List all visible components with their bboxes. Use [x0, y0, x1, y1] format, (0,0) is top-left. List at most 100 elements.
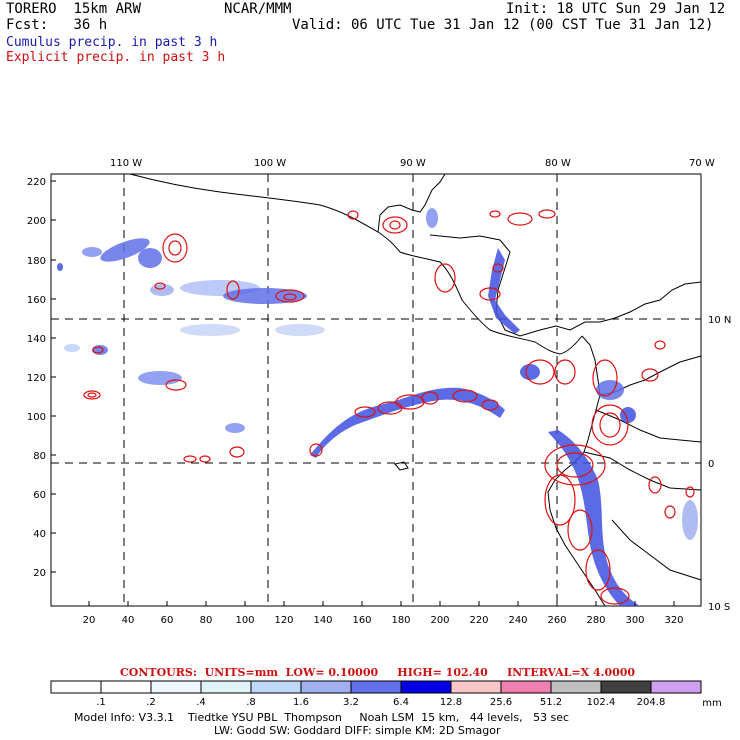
colorbar-label: .4 [196, 697, 206, 708]
contours-units: UNITS=mm [204, 666, 278, 679]
x-tick: 160 [352, 615, 371, 626]
y-tick: 20 [33, 568, 46, 579]
colorbar-label: 51.2 [540, 697, 562, 708]
y-tick: 160 [27, 295, 46, 306]
y-tick: 200 [27, 216, 46, 227]
explicit-contour [226, 280, 240, 300]
x-tick: 20 [83, 615, 96, 626]
explicit-contour [591, 404, 629, 446]
y-tick: 140 [27, 334, 46, 345]
fcst-line: Fcst: 36 h [6, 17, 107, 33]
explicit-contour [544, 444, 606, 486]
explicit-contour [229, 446, 245, 458]
top-lon-labels: 110 W 100 W 90 W 80 W 70 W [110, 158, 715, 169]
lon-label: 100 W [254, 158, 286, 169]
explicit-contour [168, 240, 182, 256]
x-tick: 200 [430, 615, 449, 626]
coast-south-america-pacific [547, 335, 606, 607]
cumulus-cell [92, 345, 108, 355]
contours-low: LOW= 0.10000 [285, 666, 379, 679]
explicit-contour [507, 212, 533, 226]
colorbar-label: 6.4 [393, 697, 409, 708]
cumulus-cell [64, 344, 80, 352]
colorbar-label: .1 [96, 697, 106, 708]
colorbar-cell [550, 680, 602, 694]
colorbar-cell [500, 680, 552, 694]
y-tick: 100 [27, 412, 46, 423]
explicit-contour [556, 452, 594, 478]
explicit-contour [354, 406, 376, 418]
x-tick: 300 [625, 615, 644, 626]
contours-high: HIGH= 102.40 [397, 666, 488, 679]
explicit-contour [389, 220, 401, 230]
cumulus-cell [275, 324, 325, 336]
border-colombia-brazil [595, 409, 702, 443]
org-label: NCAR/MMM [224, 1, 292, 17]
explicit-contour [525, 359, 555, 385]
model-info-line1: Model Info: V3.3.1 Tiedtke YSU PBL Thomp… [74, 711, 570, 724]
galapagos-islands [394, 461, 409, 471]
explicit-contour [641, 368, 659, 382]
contours-interval: INTERVAL=X 4.0000 [506, 666, 636, 679]
explicit-contour [592, 359, 618, 397]
colorbar-label: 12.8 [440, 697, 462, 708]
y-tick: 180 [27, 256, 46, 267]
cumulus-cell [596, 380, 624, 400]
explicit-contour [479, 287, 501, 301]
colorbar-cell [300, 680, 352, 694]
cumulus-cell [82, 247, 102, 257]
explicit-contour [538, 209, 556, 219]
x-tick: 140 [313, 615, 332, 626]
lon-label: 80 W [545, 158, 571, 169]
graticule [51, 174, 701, 606]
explicit-contour [183, 455, 197, 463]
explicit-contour [654, 340, 666, 350]
explicit-contour [452, 389, 478, 403]
explicit-contour [165, 379, 187, 391]
explicit-contour [309, 443, 323, 457]
model-info-line2: LW: Godd SW: Goddard DIFF: simple KM: 2D… [214, 724, 501, 737]
border-peru-north [583, 451, 702, 491]
explicit-contour [275, 289, 305, 303]
explicit-contour [382, 216, 408, 234]
legend-cumulus: Cumulus precip. in past 3 h [6, 35, 218, 50]
explicit-contour [492, 263, 504, 273]
explicit-contour [544, 474, 576, 526]
explicit-contour [421, 391, 439, 405]
x-tick: 220 [469, 615, 488, 626]
cumulus-band [310, 387, 505, 458]
x-tick-labels: 20 40 60 80 100 120 140 160 180 200 220 … [83, 615, 684, 626]
cumulus-band [548, 430, 640, 606]
cumulus-cell [150, 284, 174, 296]
explicit-contour [648, 476, 662, 494]
cumulus-cell [426, 208, 438, 228]
explicit-contour [83, 390, 101, 400]
lat-label: 10 S [708, 602, 730, 613]
cumulus-cell [520, 364, 540, 380]
cumulus-cell [138, 248, 162, 268]
legend-explicit: Explicit precip. in past 3 h [6, 50, 226, 65]
colorbar-units: mm [702, 698, 721, 709]
y-tick: 220 [27, 177, 46, 188]
lon-label: 110 W [110, 158, 142, 169]
cumulus-cell [682, 500, 698, 540]
right-lat-labels: 10 N 0 10 S [708, 315, 731, 613]
colorbar-label: 3.2 [343, 697, 359, 708]
colorbar-label: .2 [146, 697, 156, 708]
border-peru-bolivia [611, 519, 702, 581]
explicit-contour [154, 282, 166, 290]
y-tick-marks [51, 180, 56, 573]
colorbar [50, 680, 702, 694]
run-name: TORERO [6, 1, 57, 17]
explicit-contour [162, 233, 188, 263]
colorbar-label: 102.4 [587, 697, 616, 708]
explicit-precip [83, 209, 695, 605]
colorbar-cell [250, 680, 302, 694]
explicit-contour [600, 587, 630, 605]
init-label: Init: 18 UTC Sun 29 Jan 12 [506, 1, 726, 17]
colorbar-cell [650, 680, 702, 694]
cumulus-cell [225, 423, 245, 433]
explicit-contour [567, 509, 593, 551]
contours-prefix: CONTOURS: [120, 666, 197, 679]
